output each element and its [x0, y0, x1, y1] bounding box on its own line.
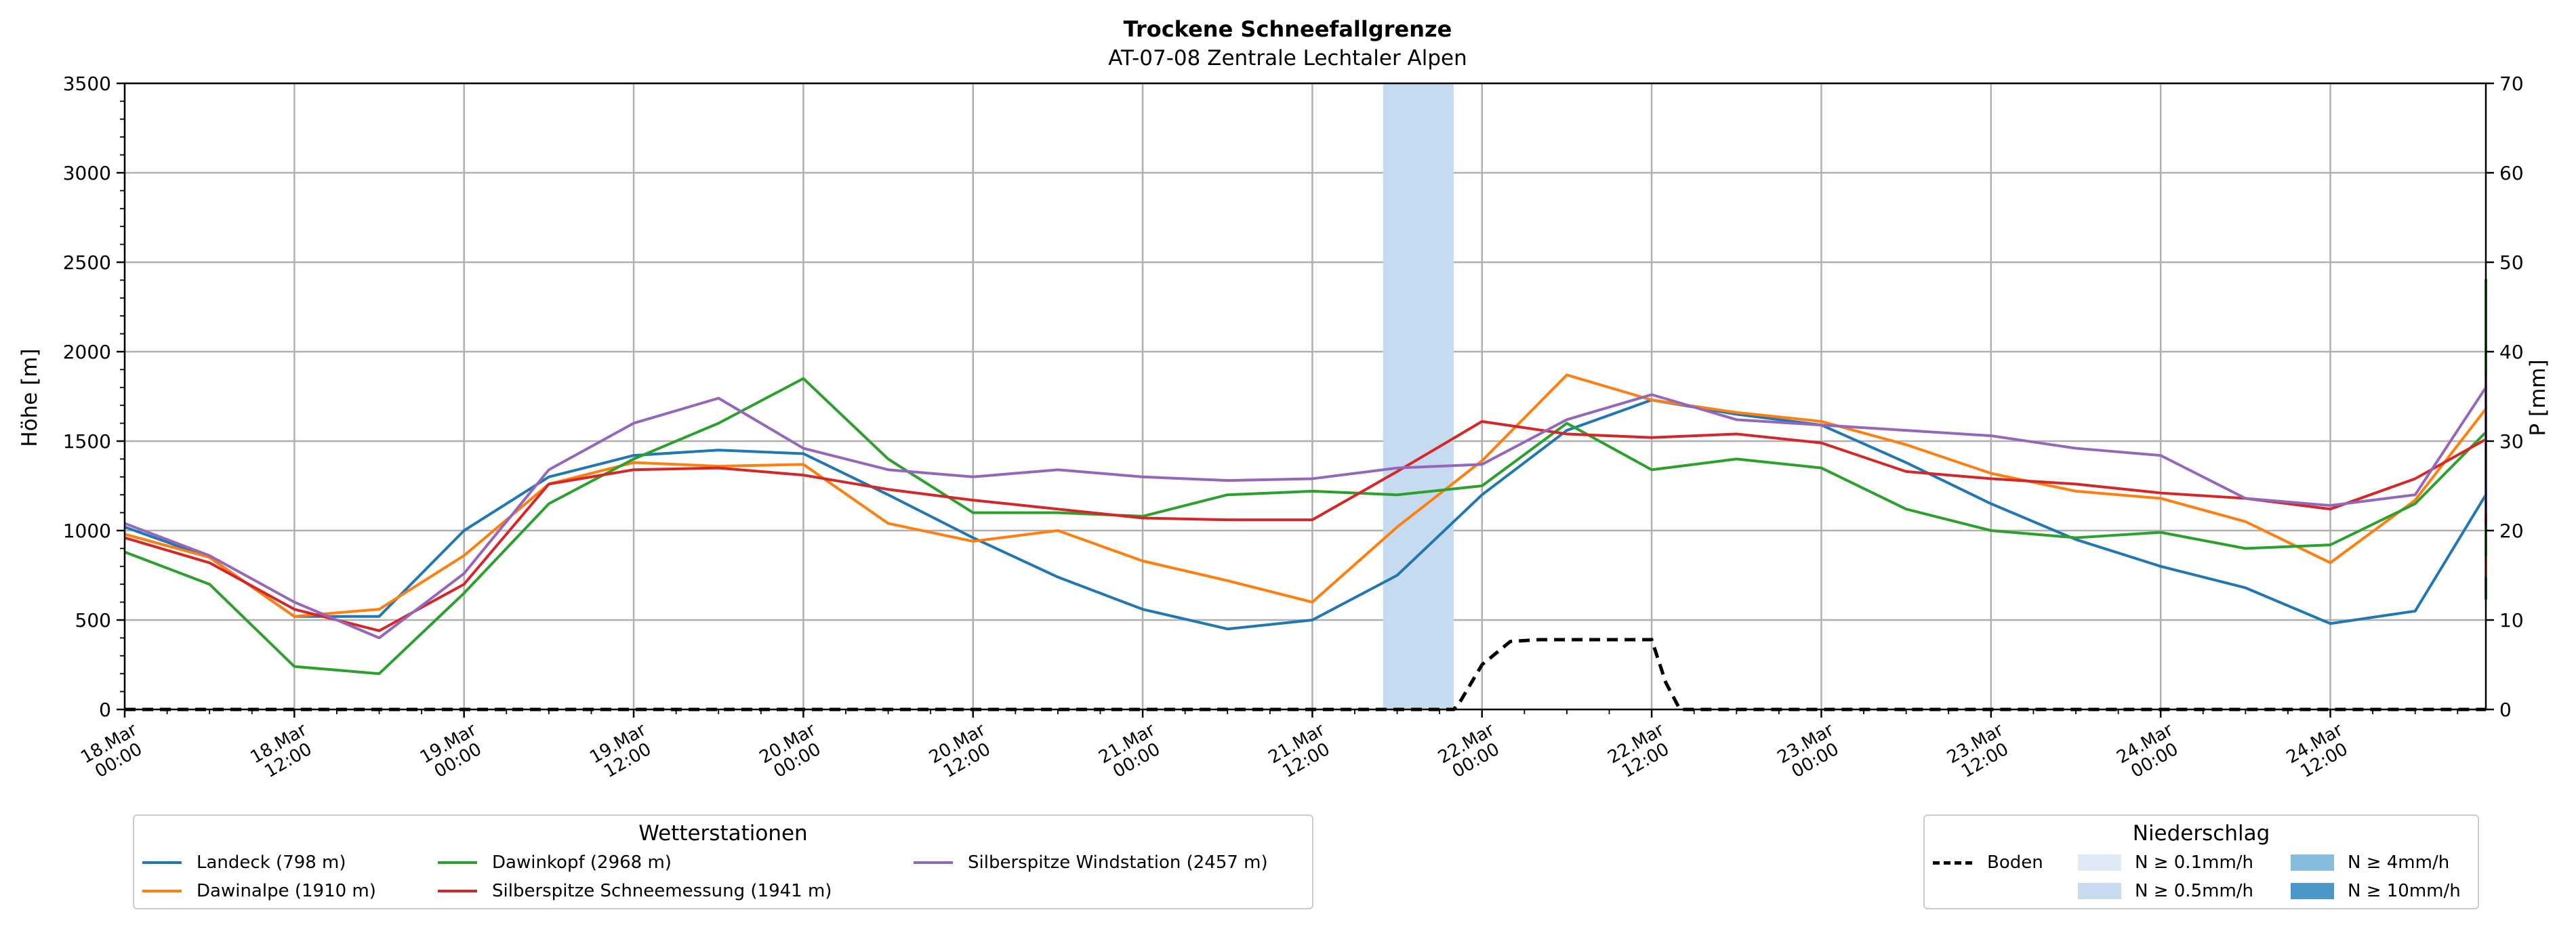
legend-item-precip-01: N ≥ 0.1mm/h: [2078, 852, 2253, 873]
y2-tick-label: 10: [2499, 609, 2524, 632]
legend-item-precip-10: N ≥ 10mm/h: [2291, 881, 2461, 901]
series-0: [124, 371, 2487, 631]
legend-item-dawinkopf: Dawinkopf (2968 m): [438, 852, 672, 873]
legend-precip: Niederschlag Boden N ≥ 0.1mm/h N ≥ 0.5mm…: [1923, 814, 2479, 909]
x-tick-label: 22.Mar12:00: [1604, 720, 1677, 785]
x-tick-label: 20.Mar12:00: [926, 720, 999, 785]
y-axis-label: Höhe [m]: [18, 348, 42, 447]
y-tick-label: 3000: [63, 162, 111, 184]
legend-item-boden: Boden: [1933, 852, 2043, 873]
legend-item-landeck: Landeck (798 m): [142, 852, 346, 873]
boden-layer: [125, 638, 2486, 711]
legend-item-precip-4: N ≥ 4mm/h: [2291, 852, 2449, 873]
x-tick-label: 23.Mar12:00: [1944, 720, 2017, 785]
legend-patch-precip-10: [2291, 883, 2334, 899]
chart-subtitle: AT-07-08 Zentrale Lechtaler Alpen: [1108, 46, 1467, 70]
chart-title: Trockene Schneefallgrenze: [1124, 16, 1452, 42]
y-tick-label: 1000: [63, 520, 111, 542]
y-tick-label: 0: [99, 699, 111, 721]
x-tick-label: 24.Mar00:00: [2113, 720, 2186, 785]
legend-item-silberspitze-wind: Silberspitze Windstation (2457 m): [914, 852, 1268, 873]
legend-patch-precip-4: [2291, 854, 2334, 871]
series-line: [124, 371, 2487, 631]
y2-axis-label: P [mm]: [2526, 359, 2550, 436]
y-tick-label: 3500: [63, 73, 111, 95]
series-layer: [124, 278, 2487, 676]
series-2: [124, 278, 2487, 676]
legend-stations-title: Wetterstationen: [638, 821, 808, 846]
x-tick-label: 23.Mar00:00: [1774, 720, 1847, 785]
legend-item-dawinalpe: Dawinalpe (1910 m): [142, 881, 376, 901]
y2-tick-label: 70: [2499, 73, 2524, 95]
legend-item-silberspitze-schnee: Silberspitze Schneemessung (1941 m): [438, 881, 832, 901]
boden-line: [125, 638, 2486, 711]
x-tick-label: 21.Mar12:00: [1265, 720, 1338, 785]
x-tick-label: 22.Mar00:00: [1435, 720, 1508, 785]
x-tick-label: 20.Mar00:00: [756, 720, 830, 785]
plot-frame: [123, 82, 2487, 711]
legend-line-silberspitze-wind: [914, 861, 953, 864]
series-line: [124, 278, 2487, 676]
y2-tick-label: 20: [2499, 520, 2524, 542]
x-tick-label: 24.Mar12:00: [2283, 720, 2356, 785]
y2-tick-label: 30: [2499, 430, 2524, 453]
y2-tick-label: 0: [2499, 699, 2512, 721]
x-tick-label: 19.Mar12:00: [586, 720, 659, 785]
legend-line-dawinkopf: [438, 861, 477, 864]
x-tick-label: 19.Mar00:00: [417, 720, 490, 785]
legend-stations: Wetterstationen Landeck (798 m) Dawinalp…: [133, 814, 1313, 909]
grid-layer: [123, 82, 2486, 711]
y-tick-label: 2000: [63, 341, 111, 363]
x-tick-label: 18.Mar00:00: [77, 720, 150, 785]
legend-patch-precip-01: [2078, 854, 2121, 871]
x-tick-label: 18.Mar12:00: [247, 720, 321, 785]
y2-tick-label: 60: [2499, 162, 2524, 184]
y-tick-label: 500: [75, 609, 111, 632]
precip-band: [1383, 83, 1454, 709]
y-tick-label: 2500: [63, 251, 111, 274]
legend-precip-title: Niederschlag: [2132, 821, 2270, 846]
y2-tick-label: 40: [2499, 341, 2524, 363]
series-4: [124, 375, 2487, 640]
legend-line-boden: [1933, 861, 1972, 865]
legend-line-silberspitze-schnee: [438, 890, 477, 892]
series-line: [124, 404, 2487, 632]
legend-line-dawinalpe: [142, 890, 182, 892]
precip-band-layer: [1383, 83, 1454, 709]
x-tick-label: 21.Mar00:00: [1095, 720, 1168, 785]
axes-layer: 0 0 500 10 1000 20 1500 30 2000 40 2500 50 3000 60 350…: [63, 73, 2524, 785]
series-line: [124, 375, 2487, 640]
series-3: [124, 404, 2487, 632]
legend-patch-precip-05: [2078, 883, 2121, 899]
y-tick-label: 1500: [63, 430, 111, 453]
y2-tick-label: 50: [2499, 251, 2524, 274]
legend-item-precip-05: N ≥ 0.5mm/h: [2078, 881, 2253, 901]
legend-line-landeck: [142, 861, 182, 864]
